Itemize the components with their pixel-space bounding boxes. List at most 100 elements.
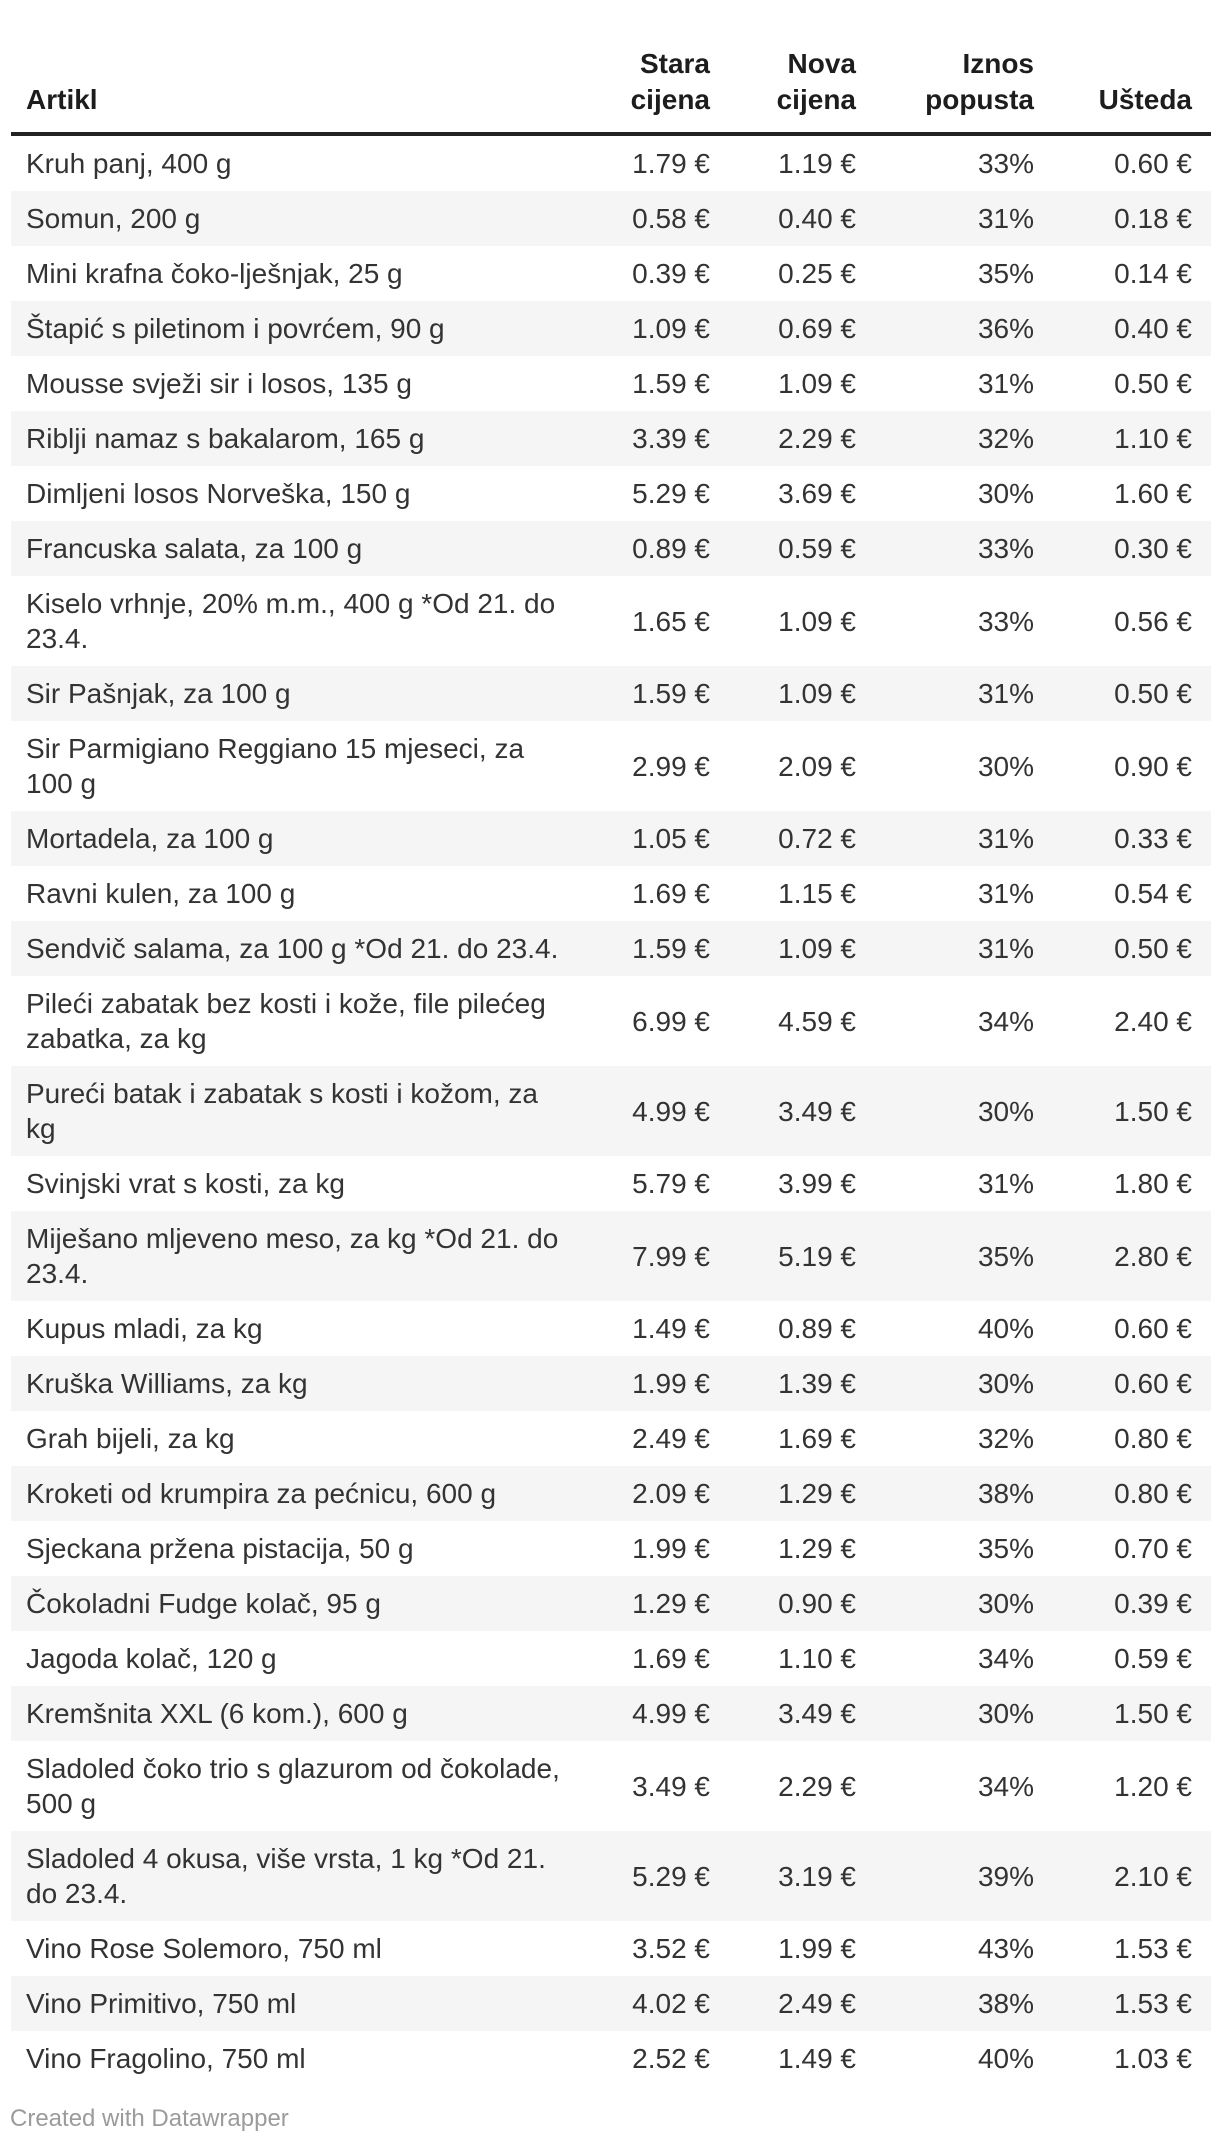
cell-nova-cijena: 1.09 €: [778, 605, 856, 637]
table-row: Mortadela, za 100 g 1.05 € 0.72 € 31% 0.33 €: [11, 811, 1211, 866]
cell-iznos-popusta: 39%: [977, 1860, 1034, 1892]
table-row: Sjeckana pržena pistacija, 50 g 1.99 € 1.2…: [11, 1521, 1211, 1576]
cell-usteda: 1.53 €: [1114, 1933, 1192, 1964]
cell-artikl: Pileći zabatak bez kosti i kože, file pi…: [26, 988, 546, 1054]
cell-usteda: 1.10 €: [1114, 423, 1192, 454]
cell-artikl: Ravni kulen, za 100 g: [26, 878, 296, 909]
cell-usteda: 1.60 €: [1114, 478, 1192, 509]
cell-nova-cijena: 1.99 €: [778, 1933, 856, 1964]
cell-stara-cijena: 1.29 €: [632, 1588, 710, 1619]
cell-artikl: Sir Parmigiano Reggiano 15 mjeseci, za 1…: [26, 733, 525, 799]
table-row: Čokoladni Fudge kolač, 95 g 1.29 € 0.90 € 3…: [11, 1576, 1211, 1631]
cell-usteda: 0.33 €: [1114, 823, 1192, 854]
cell-stara-cijena: 0.58 €: [632, 203, 710, 234]
column-header-iznos-popusta: Iznos popusta: [925, 48, 1034, 115]
table-row: Riblji namaz s bakalarom, 165 g 3.39 € 2.2…: [11, 411, 1211, 466]
cell-artikl: Mortadela, za 100 g: [26, 823, 274, 854]
cell-stara-cijena: 6.99 €: [632, 1005, 710, 1037]
cell-iznos-popusta: 36%: [977, 313, 1034, 344]
cell-iznos-popusta: 31%: [977, 678, 1034, 709]
cell-nova-cijena: 1.09 €: [778, 678, 856, 709]
cell-artikl: Mousse svježi sir i losos, 135 g: [26, 368, 412, 399]
cell-artikl: Kruška Williams, za kg: [26, 1368, 308, 1399]
cell-artikl: Kroketi od krumpira za pećnicu, 600 g: [26, 1478, 497, 1509]
cell-nova-cijena: 1.19 €: [778, 148, 856, 179]
table-row: Kremšnita XXL (6 kom.), 600 g 4.99 € 3.49 …: [11, 1686, 1211, 1741]
cell-nova-cijena: 1.29 €: [778, 1478, 856, 1509]
column-header-stara-cijena: Stara cijena: [630, 48, 710, 115]
cell-nova-cijena: 1.09 €: [778, 933, 856, 964]
cell-iznos-popusta: 43%: [977, 1933, 1034, 1964]
cell-iznos-popusta: 38%: [977, 1478, 1034, 1509]
cell-iznos-popusta: 33%: [977, 148, 1034, 179]
table-row: Sir Parmigiano Reggiano 15 mjeseci, za 1…: [11, 721, 1211, 811]
table-row: Jagoda kolač, 120 g 1.69 € 1.10 € 34% 0.59 €: [11, 1631, 1211, 1686]
cell-artikl: Pureći batak i zabatak s kosti i kožom, …: [26, 1078, 538, 1144]
cell-nova-cijena: 5.19 €: [778, 1240, 856, 1272]
cell-stara-cijena: 0.89 €: [632, 533, 710, 564]
cell-nova-cijena: 1.39 €: [778, 1368, 856, 1399]
cell-stara-cijena: 1.99 €: [632, 1533, 710, 1564]
cell-usteda: 0.60 €: [1114, 1368, 1192, 1399]
cell-usteda: 0.80 €: [1114, 1478, 1192, 1509]
cell-usteda: 0.59 €: [1114, 1643, 1192, 1674]
cell-nova-cijena: 0.59 €: [778, 533, 856, 564]
table-row: Francuska salata, za 100 g 0.89 € 0.59 € 33…: [11, 521, 1211, 576]
cell-artikl: Riblji namaz s bakalarom, 165 g: [26, 423, 425, 454]
cell-stara-cijena: 1.65 €: [632, 605, 710, 637]
cell-artikl: Štapić s piletinom i povrćem, 90 g: [26, 313, 445, 344]
table-row: Dimljeni losos Norveška, 150 g 5.29 € 3.69…: [11, 466, 1211, 521]
cell-nova-cijena: 1.49 €: [778, 2043, 856, 2074]
cell-artikl: Kremšnita XXL (6 kom.), 600 g: [26, 1698, 408, 1729]
cell-usteda: 0.40 €: [1114, 313, 1192, 344]
table-row: Kruh panj, 400 g 1.79 € 1.19 € 33% 0.60 €: [11, 134, 1211, 191]
cell-stara-cijena: 2.99 €: [632, 750, 710, 782]
cell-nova-cijena: 0.25 €: [778, 258, 856, 289]
cell-nova-cijena: 3.19 €: [778, 1860, 856, 1892]
cell-stara-cijena: 1.59 €: [632, 933, 710, 964]
cell-usteda: 0.50 €: [1114, 368, 1192, 399]
header-row: Artikl Stara cijena Nova cijena Iznos po…: [11, 0, 1211, 134]
cell-artikl: Sladoled 4 okusa, više vrsta, 1 kg *Od 2…: [26, 1843, 546, 1909]
cell-usteda: 0.30 €: [1114, 533, 1192, 564]
column-header-nova-cijena: Nova cijena: [776, 48, 856, 115]
table-row: Mini krafna čoko-lješnjak, 25 g 0.39 € 0.2…: [11, 246, 1211, 301]
cell-artikl: Grah bijeli, za kg: [26, 1423, 235, 1454]
cell-usteda: 1.53 €: [1114, 1988, 1192, 2019]
cell-usteda: 2.80 €: [1114, 1240, 1192, 1272]
cell-iznos-popusta: 31%: [977, 1168, 1034, 1199]
cell-stara-cijena: 1.99 €: [632, 1368, 710, 1399]
cell-usteda: 0.60 €: [1114, 1313, 1192, 1344]
cell-nova-cijena: 1.15 €: [778, 878, 856, 909]
cell-iznos-popusta: 35%: [977, 1533, 1034, 1564]
cell-iznos-popusta: 30%: [977, 1368, 1034, 1399]
cell-usteda: 0.70 €: [1114, 1533, 1192, 1564]
column-header-artikl: Artikl: [26, 84, 98, 115]
cell-iznos-popusta: 30%: [977, 478, 1034, 509]
datawrapper-attribution-link[interactable]: Created with Datawrapper: [10, 2105, 289, 2132]
cell-artikl: Jagoda kolač, 120 g: [26, 1643, 277, 1674]
cell-stara-cijena: 1.05 €: [632, 823, 710, 854]
cell-nova-cijena: 0.89 €: [778, 1313, 856, 1344]
cell-nova-cijena: 1.29 €: [778, 1533, 856, 1564]
cell-iznos-popusta: 34%: [977, 1770, 1034, 1802]
cell-iznos-popusta: 40%: [977, 1313, 1034, 1344]
cell-artikl: Somun, 200 g: [26, 203, 201, 234]
cell-artikl: Čokoladni Fudge kolač, 95 g: [26, 1588, 381, 1619]
cell-artikl: Vino Rose Solemoro, 750 ml: [26, 1933, 382, 1964]
cell-artikl: Kruh panj, 400 g: [26, 148, 232, 179]
table-row: Pileći zabatak bez kosti i kože, file pi…: [11, 976, 1211, 1066]
cell-usteda: 0.14 €: [1114, 258, 1192, 289]
cell-nova-cijena: 2.29 €: [778, 1770, 856, 1802]
table-row: Vino Fragolino, 750 ml 2.52 € 1.49 € 40% 1.0…: [11, 2031, 1211, 2086]
cell-iznos-popusta: 38%: [977, 1988, 1034, 2019]
table-row: Svinjski vrat s kosti, za kg 5.79 € 3.99 €…: [11, 1156, 1211, 1211]
cell-usteda: 2.40 €: [1114, 1005, 1192, 1037]
cell-artikl: Francuska salata, za 100 g: [26, 533, 363, 564]
cell-artikl: Kupus mladi, za kg: [26, 1313, 263, 1344]
cell-usteda: 0.18 €: [1114, 203, 1192, 234]
cell-nova-cijena: 0.90 €: [778, 1588, 856, 1619]
cell-artikl: Kiselo vrhnje, 20% m.m., 400 g *Od 21. d…: [26, 588, 556, 654]
table-row: Kroketi od krumpira za pećnicu, 600 g 2.0…: [11, 1466, 1211, 1521]
